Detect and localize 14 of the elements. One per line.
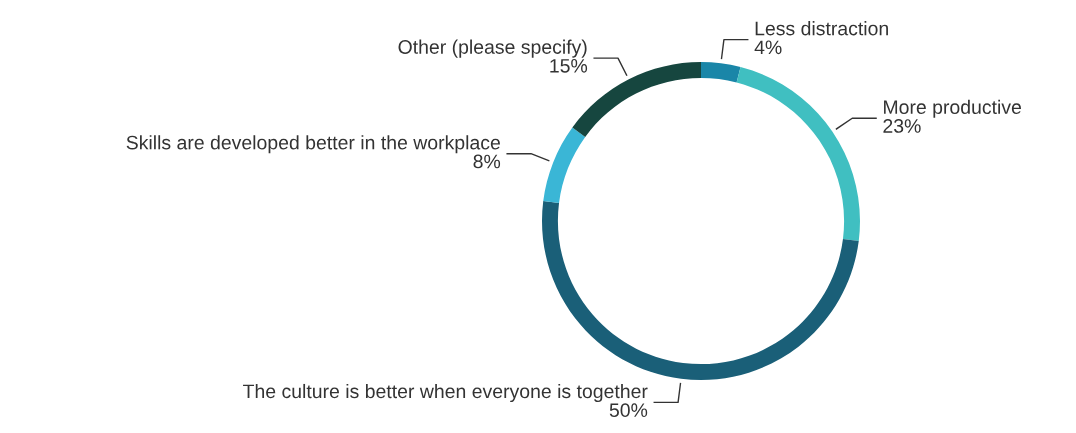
- donut-slice: [701, 62, 741, 83]
- donut-slice: [736, 67, 860, 241]
- donut-slice: [542, 201, 859, 380]
- data-label: 23%: [883, 119, 921, 133]
- data-label: 8%: [473, 154, 501, 169]
- slice-label: Less distraction: [755, 21, 888, 36]
- slice-label: Other (please specify): [398, 39, 587, 58]
- data-label: 15%: [550, 59, 588, 73]
- slice-label: The culture is better when everyone is together: [243, 383, 648, 403]
- data-label: 50%: [609, 403, 648, 418]
- data-label: 4%: [754, 40, 782, 55]
- donut-slice: [543, 127, 586, 204]
- slice-label: More productive: [884, 99, 1021, 118]
- slice-label: Skills are developed better in the workplace: [126, 135, 500, 154]
